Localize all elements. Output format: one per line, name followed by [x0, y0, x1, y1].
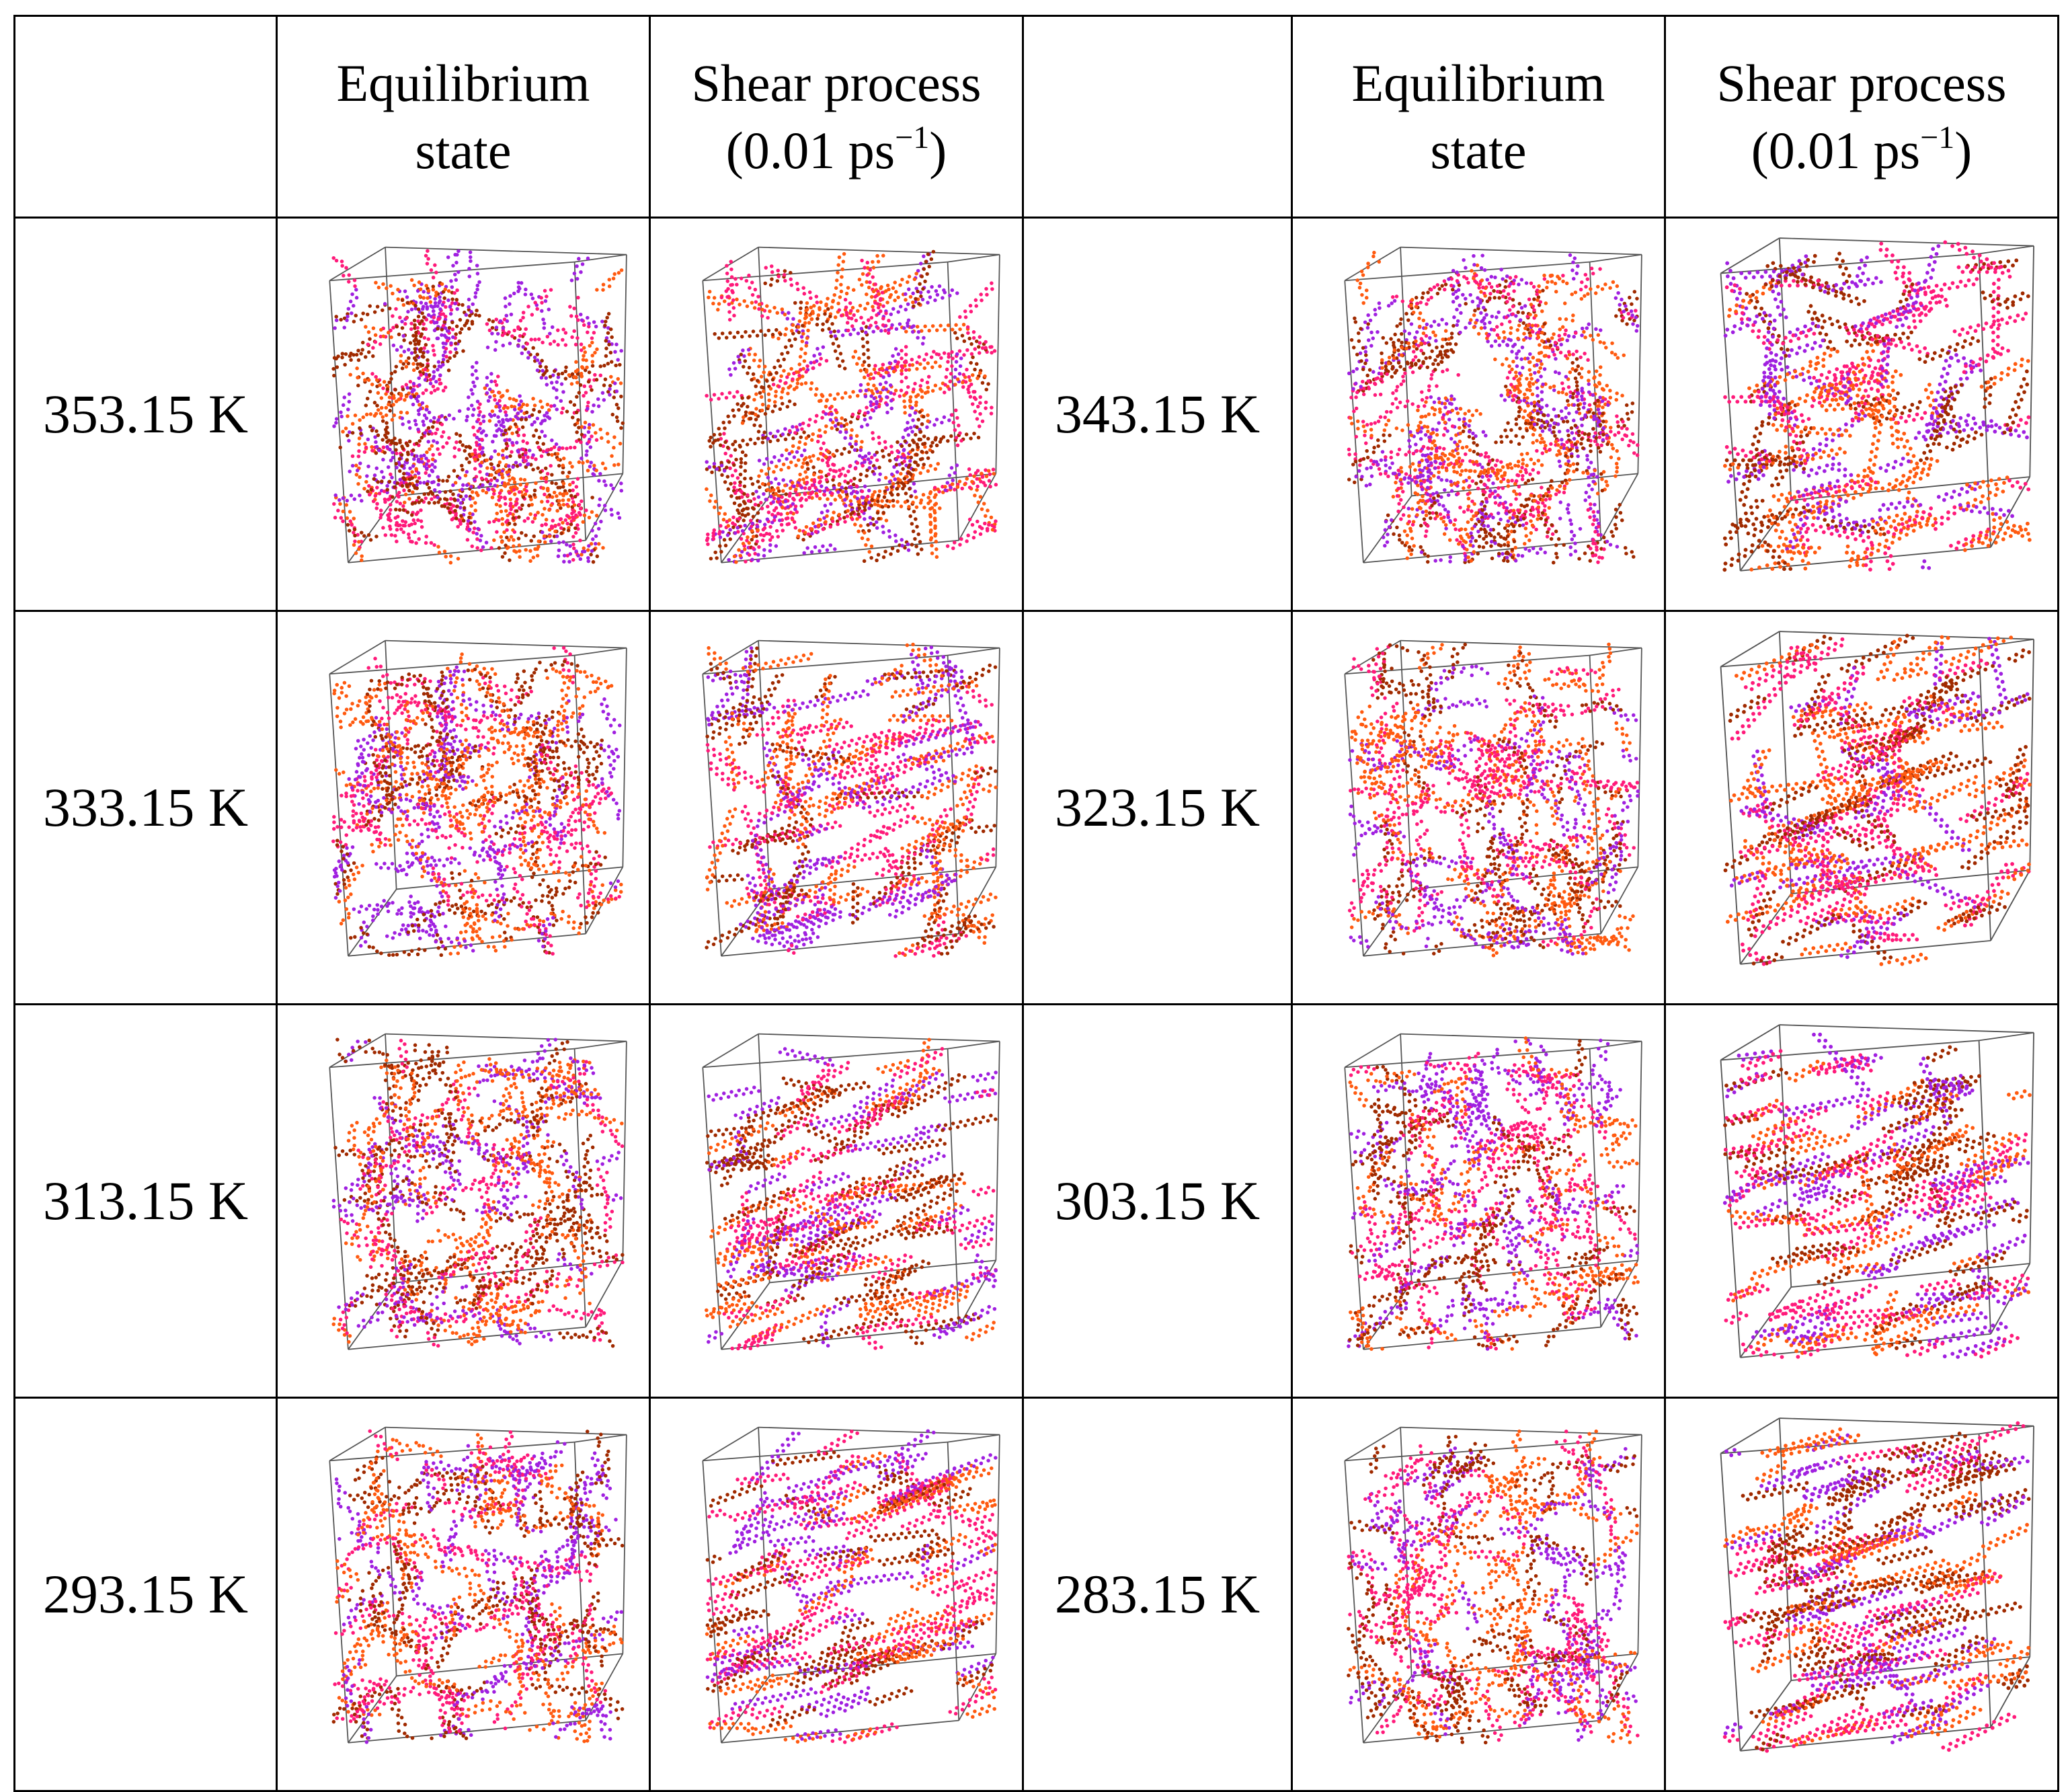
molecule-chains	[331, 249, 625, 565]
molecule-cube-image	[329, 639, 627, 958]
molecule-chains	[331, 646, 623, 958]
temperature-label-left: 333.15 K	[13, 610, 278, 1005]
equilibrium-snapshot	[1291, 217, 1666, 612]
molecule-cube-image	[702, 1426, 1000, 1744]
molecule-cube-image	[1344, 246, 1642, 565]
molecule-cube-image	[329, 1426, 627, 1744]
molecule-cube-image	[702, 246, 1000, 564]
molecule-chains	[705, 1038, 998, 1351]
molecule-chains	[1347, 642, 1640, 958]
temperature-label-right: 283.15 K	[1022, 1397, 1293, 1792]
molecule-chains	[705, 1429, 998, 1744]
snapshot-table: Equilibrium state Shear process (0.01 ps…	[13, 15, 2059, 1792]
simulation-box-edges	[1344, 1426, 1642, 1744]
molecule-chains	[1722, 1032, 2032, 1360]
shear-snapshot	[1664, 1003, 2059, 1399]
molecule-chains	[331, 1038, 625, 1348]
molecule-chains	[1347, 250, 1640, 565]
table-row: 293.15 K 283.15 K	[13, 1397, 2059, 1792]
molecule-cube-image	[702, 1033, 1000, 1351]
molecule-cube-image	[702, 639, 1000, 958]
molecule-cube-image	[1344, 639, 1642, 958]
molecule-cube-image	[1720, 1417, 2035, 1753]
header-equilibrium-right: Equilibrium state	[1291, 15, 1666, 219]
temperature-label-left: 313.15 K	[13, 1003, 278, 1399]
molecule-cube-image	[1344, 1033, 1642, 1351]
corner-cell-left	[13, 15, 278, 219]
header-equilibrium-left: Equilibrium state	[276, 15, 651, 219]
shear-snapshot	[1664, 217, 2059, 612]
molecule-chains	[705, 249, 998, 564]
shear-snapshot	[1664, 610, 2059, 1005]
molecule-chains	[1722, 240, 2032, 572]
equilibrium-snapshot	[276, 217, 651, 612]
shear-snapshot	[649, 217, 1024, 612]
simulation-box-edges	[702, 246, 1000, 563]
header-shear-right: Shear process (0.01 ps−1)	[1664, 15, 2059, 219]
molecule-chains	[705, 642, 998, 958]
temperature-label-right: 323.15 K	[1022, 610, 1293, 1005]
equilibrium-snapshot	[276, 1003, 651, 1399]
equilibrium-snapshot	[276, 1397, 651, 1792]
molecule-chains	[1347, 1429, 1640, 1745]
header-shear-left: Shear process (0.01 ps−1)	[649, 15, 1024, 219]
simulation-box-edges	[1720, 1024, 2035, 1358]
molecule-cube-image	[1720, 237, 2035, 572]
equilibrium-snapshot	[1291, 1003, 1666, 1399]
molecule-chains	[1347, 1036, 1640, 1351]
shear-snapshot	[649, 1003, 1024, 1399]
equilibrium-snapshot	[1291, 610, 1666, 1005]
table-row: 353.15 K 343.15 K	[13, 217, 2059, 612]
shear-snapshot	[1664, 1397, 2059, 1792]
molecule-cube-image	[1344, 1426, 1642, 1745]
molecule-cube-image	[329, 246, 627, 565]
molecule-cube-image	[1720, 1024, 2035, 1360]
molecule-cube-image	[329, 1033, 627, 1350]
shear-snapshot	[649, 1397, 1024, 1792]
molecule-chains	[331, 1429, 625, 1744]
molecule-chains	[1723, 633, 2032, 966]
temperature-label-right: 303.15 K	[1022, 1003, 1293, 1399]
equilibrium-snapshot	[1291, 1397, 1666, 1792]
shear-snapshot	[649, 610, 1024, 1005]
corner-cell-right	[1022, 15, 1293, 219]
simulation-box-edges	[1344, 1033, 1642, 1350]
header-row: Equilibrium state Shear process (0.01 ps…	[13, 15, 2059, 219]
simulation-box-edges	[1720, 631, 2035, 965]
table-row: 333.15 K 323.15 K	[13, 610, 2059, 1005]
molecule-chains	[1722, 1421, 2031, 1753]
equilibrium-snapshot	[276, 610, 651, 1005]
temperature-label-left: 353.15 K	[13, 217, 278, 612]
temperature-label-left: 293.15 K	[13, 1397, 278, 1792]
temperature-label-right: 343.15 K	[1022, 217, 1293, 612]
table-row: 313.15 K 303.15 K	[13, 1003, 2059, 1399]
molecule-cube-image	[1720, 631, 2035, 966]
